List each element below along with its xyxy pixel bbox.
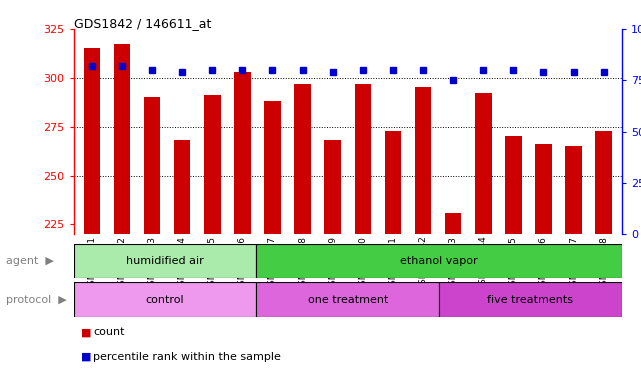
Bar xyxy=(74,244,256,278)
Bar xyxy=(439,282,622,317)
Text: ■: ■ xyxy=(81,327,92,337)
Bar xyxy=(234,72,251,234)
Bar xyxy=(415,88,431,234)
Text: GDS1842 / 146611_at: GDS1842 / 146611_at xyxy=(74,17,211,30)
Bar xyxy=(505,136,522,234)
Bar xyxy=(144,97,160,234)
Bar xyxy=(83,48,100,234)
Bar xyxy=(354,84,371,234)
Text: ■: ■ xyxy=(81,352,92,362)
Text: count: count xyxy=(93,327,124,337)
Text: agent  ▶: agent ▶ xyxy=(6,256,54,266)
Bar xyxy=(324,140,341,234)
Text: protocol  ▶: protocol ▶ xyxy=(6,295,67,305)
Bar xyxy=(565,146,582,234)
Bar xyxy=(294,84,311,234)
Bar xyxy=(174,140,190,234)
Text: one treatment: one treatment xyxy=(308,295,388,305)
Bar xyxy=(204,95,221,234)
Bar xyxy=(74,282,256,317)
Bar xyxy=(264,101,281,234)
Bar xyxy=(535,144,552,234)
Bar xyxy=(256,282,439,317)
Text: control: control xyxy=(146,295,185,305)
Text: percentile rank within the sample: percentile rank within the sample xyxy=(93,352,281,362)
Bar xyxy=(475,93,492,234)
Text: five treatments: five treatments xyxy=(487,295,574,305)
Text: ethanol vapor: ethanol vapor xyxy=(400,256,478,266)
Bar xyxy=(385,131,401,234)
Bar xyxy=(445,213,462,234)
Bar xyxy=(595,131,612,234)
Bar xyxy=(113,45,130,234)
Text: humidified air: humidified air xyxy=(126,256,204,266)
Bar xyxy=(256,244,622,278)
